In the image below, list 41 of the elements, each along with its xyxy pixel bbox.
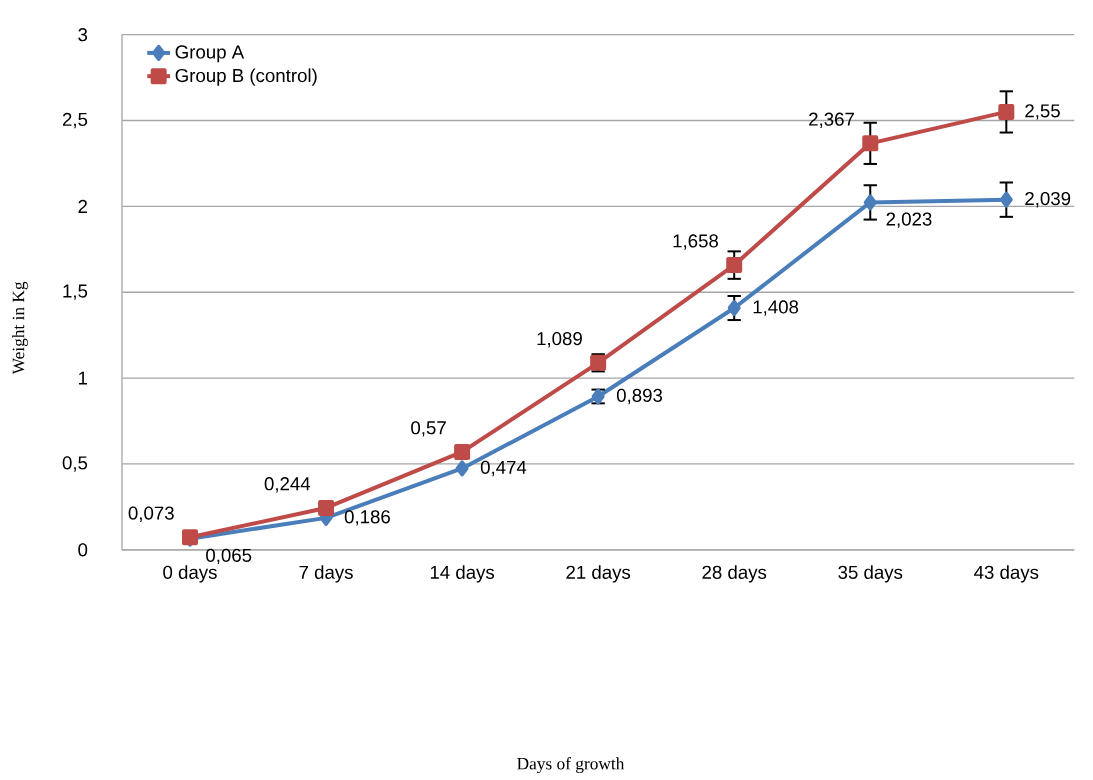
x-tick-label: 28 days <box>702 565 767 583</box>
x-tick-label: 0 days <box>163 565 217 583</box>
point <box>863 194 877 211</box>
x-tick-label: 14 days <box>430 565 495 583</box>
data-label: 2,023 <box>886 212 932 228</box>
y-tick-label: 1 <box>78 371 88 385</box>
point <box>999 191 1013 208</box>
data-label: 0,065 <box>206 548 252 565</box>
point <box>998 104 1015 121</box>
point <box>862 135 879 152</box>
y-tick-label: 3 <box>78 28 88 42</box>
point <box>455 460 469 477</box>
data-label: 2,367 <box>809 112 854 129</box>
data-label: 1,408 <box>753 300 799 316</box>
data-label: 0,474 <box>480 460 527 477</box>
point <box>726 257 743 274</box>
data-label: 2,55 <box>1025 104 1060 120</box>
data-label: 0,244 <box>264 477 311 493</box>
legend-label: Group B (control) <box>175 68 317 86</box>
x-tick-label: 43 days <box>974 565 1039 583</box>
x-tick-label: 7 days <box>299 565 353 583</box>
data-label: 1,089 <box>537 332 582 348</box>
legend-label: Group A <box>175 45 245 63</box>
point <box>727 300 741 317</box>
data-label: 0,57 <box>411 421 446 437</box>
x-tick-label: 21 days <box>566 565 631 583</box>
y-tick-label: 2,5 <box>62 112 88 129</box>
text: Days of growth <box>517 757 625 774</box>
data-label: 0,073 <box>128 506 174 523</box>
y-tick-label: 2 <box>78 199 87 214</box>
x-tick-label: 35 days <box>838 565 903 583</box>
point <box>454 444 471 461</box>
y-axis-title: Weight in Kg <box>12 281 28 375</box>
y-tick-label: 1,5 <box>63 284 88 300</box>
data-label: 2,039 <box>1025 192 1071 208</box>
data-label: 1,658 <box>673 234 719 250</box>
y-tick-label: 0 <box>78 543 88 557</box>
data-label: 0,893 <box>616 388 663 405</box>
point <box>318 500 335 517</box>
y-tick-label: 0,5 <box>62 456 88 472</box>
data-label: 0,186 <box>344 510 390 526</box>
